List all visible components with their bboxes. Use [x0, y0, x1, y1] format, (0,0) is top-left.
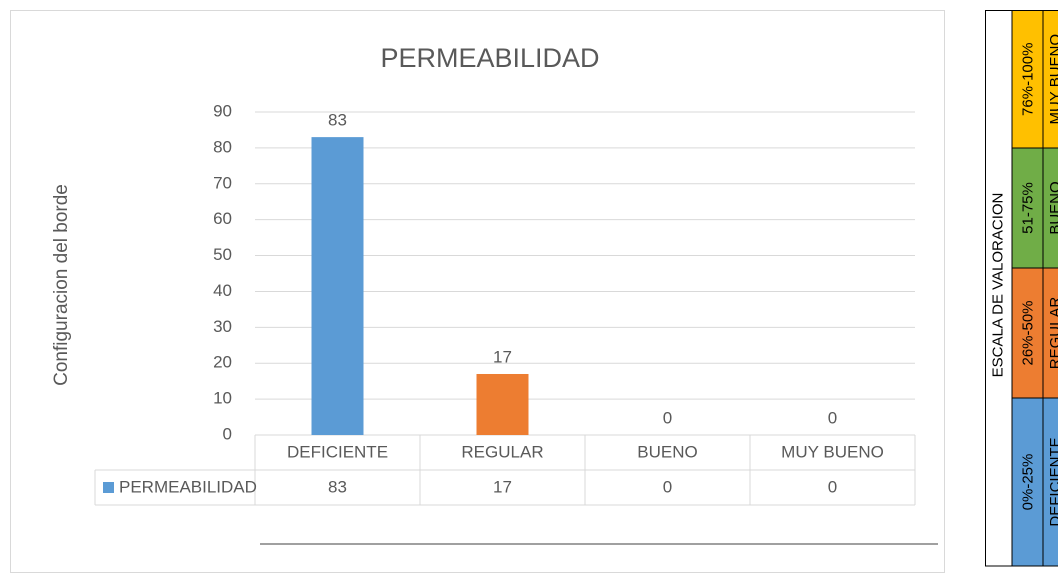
y-tick-label: 60 — [213, 209, 232, 228]
x-tick-label: MUY BUENO — [781, 442, 884, 461]
y-tick-label: 40 — [213, 281, 232, 300]
x-tick-label: REGULAR — [461, 442, 543, 461]
scale-range: 51-75% — [1019, 182, 1036, 234]
scale-label: DEFICIENTE — [1047, 437, 1058, 526]
y-tick-label: 10 — [213, 389, 232, 408]
y-tick-label: 50 — [213, 245, 232, 264]
bar — [476, 373, 529, 435]
y-axis-label: Configuracion del borde — [51, 184, 72, 386]
y-tick-label: 90 — [213, 101, 232, 120]
scale-cell — [1011, 147, 1058, 269]
data-label: 0 — [828, 408, 837, 427]
x-tick-label: DEFICIENTE — [287, 442, 388, 461]
table-value: 17 — [493, 477, 512, 496]
data-label: 83 — [328, 111, 347, 130]
table-value: 0 — [828, 477, 837, 496]
legend-label: PERMEABILIDAD — [119, 477, 257, 496]
data-label: 0 — [663, 408, 672, 427]
scale-label: BUENO — [1047, 181, 1058, 234]
scale-range: 76%-100% — [1019, 43, 1036, 116]
bar — [311, 137, 364, 435]
table-value: 83 — [328, 477, 347, 496]
table-value: 0 — [663, 477, 672, 496]
scale-label: REGULAR — [1047, 297, 1058, 370]
x-tick-label: BUENO — [637, 442, 697, 461]
scale-title: ESCALA DE VALORACION — [990, 193, 1007, 378]
scale-label: MUY BUENO — [1047, 34, 1058, 125]
scale-cell — [1011, 397, 1058, 567]
y-tick-label: 0 — [223, 424, 232, 443]
scale-range: 26%-50% — [1019, 300, 1036, 365]
legend-swatch — [103, 482, 114, 493]
data-label: 17 — [493, 347, 512, 366]
chart-title: PERMEABILIDAD — [380, 43, 599, 73]
y-tick-label: 20 — [213, 353, 232, 372]
scale-range: 0%-25% — [1019, 454, 1036, 511]
y-tick-label: 80 — [213, 137, 232, 156]
y-tick-label: 70 — [213, 173, 232, 192]
y-tick-label: 30 — [213, 317, 232, 336]
scale-cell — [1011, 10, 1058, 149]
